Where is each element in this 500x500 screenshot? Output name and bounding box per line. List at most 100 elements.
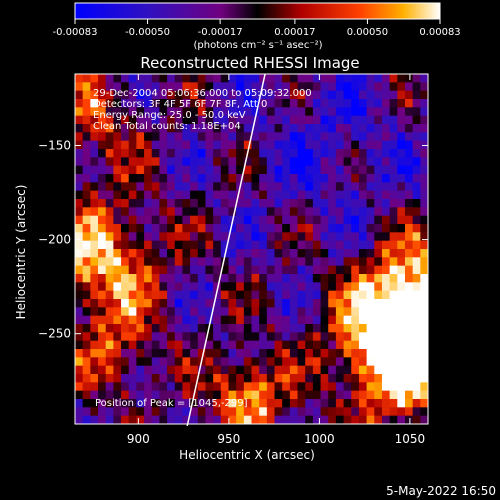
- heatmap-cell: [335, 99, 345, 108]
- heatmap-cell: [289, 357, 299, 367]
- heatmap-cell: [174, 332, 184, 342]
- heatmap-cell: [312, 390, 322, 400]
- heatmap-cell: [167, 207, 176, 217]
- heatmap-cell: [351, 124, 360, 133]
- heatmap-cell: [297, 257, 306, 267]
- heatmap-cell: [374, 215, 383, 225]
- heatmap-cell: [274, 182, 283, 192]
- heatmap-cell: [113, 415, 122, 424]
- heatmap-cell: [159, 182, 168, 192]
- heatmap-cell: [335, 74, 345, 83]
- heatmap-cell: [274, 240, 283, 250]
- heatmap-cell: [404, 257, 414, 267]
- heatmap-cell: [105, 174, 114, 183]
- heatmap-cell: [266, 290, 276, 300]
- heatmap-cell: [159, 99, 168, 108]
- heatmap-cell: [320, 365, 329, 375]
- heatmap-cell: [167, 199, 176, 208]
- heatmap-cell: [98, 324, 107, 333]
- colorbar-units: (photons cm⁻² s⁻¹ asec⁻²): [193, 40, 322, 51]
- heatmap-cell: [75, 240, 84, 250]
- heatmap-cell: [90, 382, 99, 392]
- heatmap-cell: [205, 274, 214, 283]
- heatmap-cell: [128, 207, 137, 217]
- heatmap-cell: [228, 132, 237, 142]
- heatmap-cell: [98, 174, 107, 183]
- heatmap-cell: [412, 290, 421, 300]
- heatmap-cell: [305, 149, 314, 158]
- heatmap-cell: [105, 107, 114, 117]
- heatmap-cell: [243, 190, 253, 200]
- heatmap-cell: [381, 415, 391, 424]
- heatmap-cell: [320, 249, 329, 258]
- heatmap-cell: [205, 374, 214, 383]
- heatmap-cell: [397, 290, 406, 300]
- heatmap-cell: [305, 215, 314, 225]
- heatmap-cell: [136, 249, 145, 258]
- heatmap-cell: [98, 357, 107, 367]
- heatmap-cell: [351, 149, 360, 158]
- heatmap-cell: [320, 174, 329, 183]
- heatmap-cell: [144, 390, 153, 400]
- heatmap-cell: [381, 165, 391, 175]
- heatmap-cell: [90, 415, 99, 424]
- heatmap-cell: [98, 199, 107, 208]
- heatmap-cell: [404, 307, 414, 317]
- heatmap-cell: [151, 274, 161, 283]
- heatmap-cell: [98, 124, 107, 133]
- heatmap-cell: [151, 124, 161, 133]
- heatmap-cell: [174, 107, 184, 117]
- heatmap-cell: [243, 240, 253, 250]
- heatmap-cell: [220, 315, 230, 325]
- heatmap-cell: [412, 207, 421, 217]
- heatmap-cell: [159, 232, 168, 242]
- heatmap-cell: [136, 99, 145, 108]
- heatmap-cell: [274, 115, 283, 125]
- heatmap-cell: [404, 374, 414, 383]
- heatmap-cell: [220, 240, 230, 250]
- heatmap-cell: [251, 324, 260, 333]
- heatmap-cell: [136, 399, 145, 408]
- heatmap-cell: [82, 132, 91, 142]
- heatmap-cell: [174, 199, 184, 208]
- heatmap-cell: [75, 374, 84, 383]
- heatmap-cell: [197, 274, 207, 283]
- heatmap-cell: [297, 99, 306, 108]
- heatmap-cell: [404, 157, 414, 167]
- heatmap-cell: [136, 307, 145, 317]
- heatmap-cell: [305, 132, 314, 142]
- heatmap-cell: [128, 415, 137, 424]
- heatmap-cell: [389, 349, 398, 358]
- heatmap-cell: [404, 290, 414, 300]
- heatmap-cell: [351, 132, 360, 142]
- heatmap-cell: [274, 249, 283, 258]
- heatmap-cell: [420, 215, 428, 225]
- heatmap-cell: [328, 124, 337, 133]
- heatmap-cell: [289, 99, 299, 108]
- heatmap-cell: [182, 215, 191, 225]
- heatmap-cell: [289, 215, 299, 225]
- heatmap-cell: [343, 207, 352, 217]
- heatmap-cell: [190, 274, 199, 283]
- heatmap-cell: [251, 240, 260, 250]
- heatmap-cell: [205, 124, 214, 133]
- heatmap-cell: [305, 274, 314, 283]
- heatmap-cell: [205, 140, 214, 150]
- heatmap-cell: [167, 115, 176, 125]
- heatmap-cell: [266, 99, 276, 108]
- heatmap-cell: [75, 99, 84, 108]
- heatmap-cell: [358, 357, 368, 367]
- heatmap-cell: [335, 207, 345, 217]
- heatmap-cell: [366, 149, 375, 158]
- heatmap-cell: [113, 240, 122, 250]
- heatmap-cell: [366, 315, 375, 325]
- heatmap-cell: [144, 107, 153, 117]
- heatmap-cell: [151, 174, 161, 183]
- heatmap-cell: [266, 357, 276, 367]
- heatmap-cell: [420, 199, 428, 208]
- heatmap-cell: [205, 157, 214, 167]
- heatmap-cell: [343, 340, 352, 350]
- heatmap-cell: [420, 407, 428, 417]
- heatmap-cell: [182, 299, 191, 308]
- heatmap-cell: [328, 299, 337, 308]
